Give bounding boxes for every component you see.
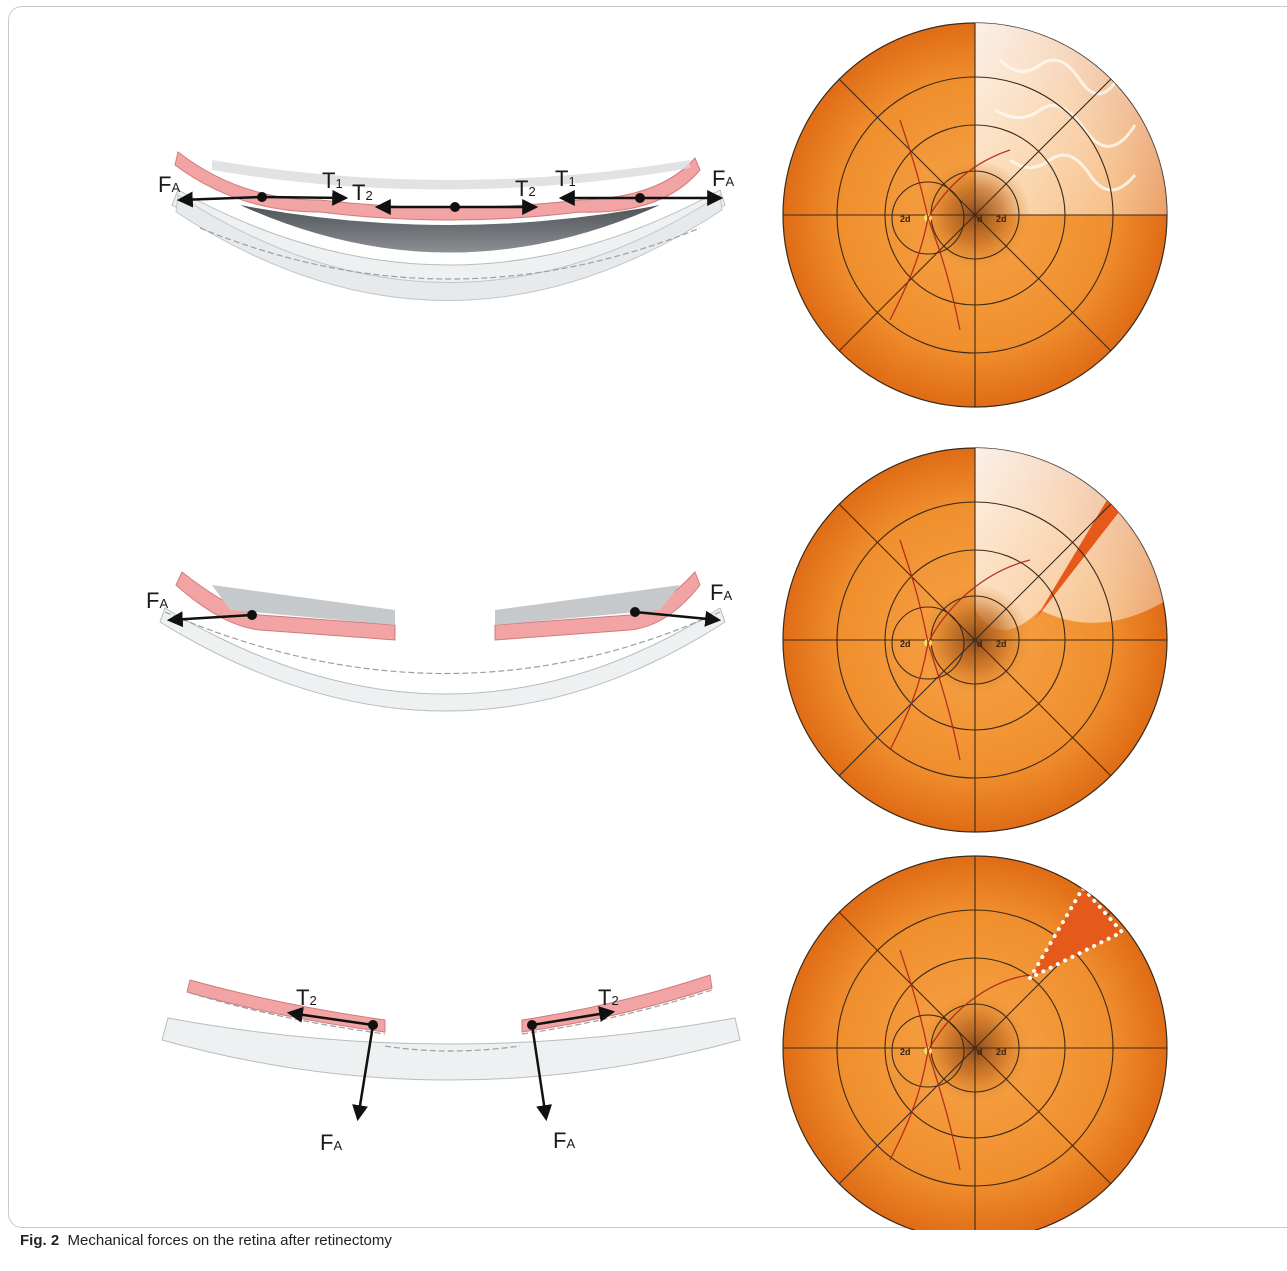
optic-disc-ring — [891, 1014, 965, 1088]
fundus-label-2d: 2d — [996, 214, 1007, 224]
vitreous-right — [495, 585, 680, 625]
label-t1: T1 — [555, 166, 576, 191]
force-t2-right — [531, 1006, 616, 1027]
force-t1-left — [261, 189, 349, 206]
force-point — [247, 610, 257, 620]
rpe-row-left — [189, 992, 386, 1035]
fundus-map-2: 2d d 2d — [782, 447, 1168, 833]
fundus-label-2d: 2d — [996, 639, 1007, 649]
figure-number: Fig. 2 — [20, 1232, 60, 1249]
force-fa-right — [530, 1024, 553, 1122]
cross-section-3: T2 T2 FA FA — [161, 974, 741, 1155]
vitreous-sheet — [212, 160, 690, 190]
fundus-label-d: d — [977, 214, 983, 224]
fundus-label-2d: 2d — [900, 214, 911, 224]
vessels — [889, 119, 1011, 331]
caption-text: Mechanical forces on the retina after re… — [67, 1232, 392, 1249]
force-point — [630, 607, 640, 617]
retina-flap-left — [175, 571, 396, 641]
vessels — [889, 539, 1031, 761]
rpe-row — [199, 227, 701, 280]
label-fa: FA — [712, 166, 734, 191]
sclera-band — [161, 1017, 741, 1081]
force-fa-left — [176, 191, 263, 208]
optic-disc-ring — [891, 181, 965, 255]
fundus-label-2d: 2d — [900, 639, 911, 649]
vitreous-left — [212, 585, 395, 625]
figure-illustration: FA T1 T2 T2 T1 FA FA FA — [146, 22, 1168, 1230]
label-fa: FA — [320, 1130, 342, 1155]
cross-section-2: FA FA — [146, 571, 732, 712]
fundus-map-1: 2d d 2d — [782, 22, 1168, 408]
subretinal-fluid — [240, 205, 660, 253]
force-fa-left — [166, 611, 253, 628]
retinectomy-wedge — [1024, 884, 1126, 983]
fundus-label-2d: 2d — [996, 1047, 1007, 1057]
sclera-band — [159, 607, 726, 712]
figure-frame — [8, 6, 1287, 1228]
force-point — [450, 202, 460, 212]
label-t2: T2 — [515, 176, 536, 201]
fundus-label-d: d — [977, 639, 983, 649]
force-t2-left — [286, 1006, 374, 1027]
figure-caption: Fig. 2 Mechanical forces on the retina a… — [20, 1232, 392, 1249]
fundus-map-3: 2d d 2d — [782, 855, 1168, 1230]
label-t2: T2 — [352, 180, 373, 205]
optic-disc-ring — [891, 606, 965, 680]
label-t1: T1 — [322, 168, 343, 193]
label-t2: T2 — [296, 985, 317, 1010]
force-fa-left — [352, 1024, 375, 1122]
rpe-row-right — [521, 989, 713, 1035]
fundus-label-2d: 2d — [900, 1047, 911, 1057]
vessels — [889, 949, 1031, 1171]
retina-piece-left — [186, 979, 386, 1033]
label-fa: FA — [710, 580, 732, 605]
label-fa: FA — [553, 1128, 575, 1153]
cross-section-1: FA T1 T2 T2 T1 FA — [158, 151, 734, 301]
label-t2: T2 — [598, 985, 619, 1010]
force-point — [368, 1020, 378, 1030]
fundus-label-d: d — [977, 1047, 983, 1057]
label-fa: FA — [146, 588, 168, 613]
force-point — [527, 1020, 537, 1030]
force-fa-right — [634, 610, 722, 627]
retinectomy-wedge — [1035, 470, 1140, 620]
force-point — [635, 193, 645, 203]
force-point — [257, 192, 267, 202]
label-fa: FA — [158, 172, 180, 197]
rpe-row — [384, 1045, 521, 1052]
rpe-row — [164, 611, 721, 675]
